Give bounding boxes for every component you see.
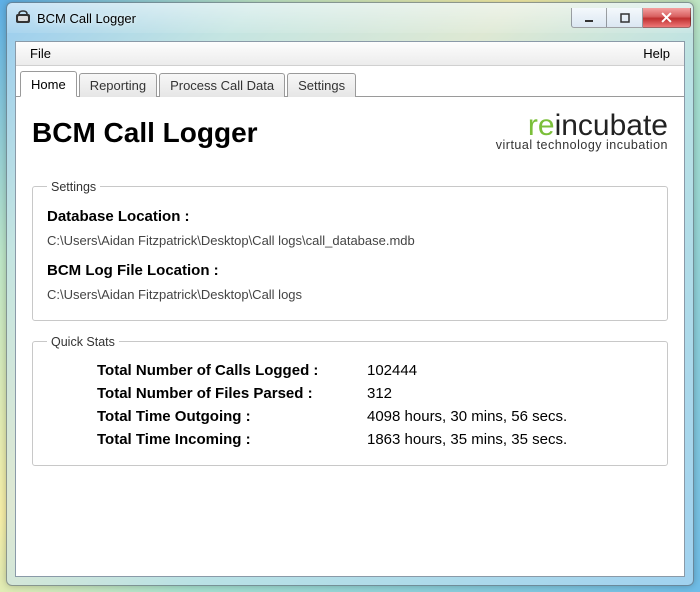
log-location-label: BCM Log File Location : [47, 262, 653, 279]
stat-label: Total Time Outgoing : [47, 408, 367, 425]
stat-row-time-outgoing: Total Time Outgoing : 4098 hours, 30 min… [47, 405, 653, 428]
titlebar[interactable]: BCM Call Logger [7, 3, 693, 33]
menu-bar: File Help [16, 42, 684, 66]
window-buttons [571, 8, 691, 28]
stat-row-files-parsed: Total Number of Files Parsed : 312 [47, 382, 653, 405]
stat-label: Total Number of Calls Logged : [47, 362, 367, 379]
page-title: BCM Call Logger [32, 117, 258, 149]
menu-file[interactable]: File [24, 44, 57, 63]
window-title: BCM Call Logger [37, 11, 136, 26]
brand-tagline: virtual technology incubation [496, 139, 668, 152]
stat-value: 312 [367, 385, 653, 402]
close-button[interactable] [643, 8, 691, 28]
db-location-label: Database Location : [47, 208, 653, 225]
stat-label: Total Time Incoming : [47, 431, 367, 448]
tab-process-call-data[interactable]: Process Call Data [159, 73, 285, 97]
app-icon [15, 10, 31, 26]
stat-row-time-incoming: Total Time Incoming : 1863 hours, 35 min… [47, 428, 653, 451]
tab-reporting[interactable]: Reporting [79, 73, 157, 97]
minimize-button[interactable] [571, 8, 607, 28]
quick-stats-group: Quick Stats Total Number of Calls Logged… [32, 335, 668, 466]
log-location-value: C:\Users\Aidan Fitzpatrick\Desktop\Call … [47, 287, 653, 302]
db-location-value: C:\Users\Aidan Fitzpatrick\Desktop\Call … [47, 233, 653, 248]
brand-logo: reincubate virtual technology incubation [496, 111, 668, 152]
client-area: File Help Home Reporting Process Call Da… [15, 41, 685, 577]
stat-value: 102444 [367, 362, 653, 379]
tab-content-home: BCM Call Logger reincubate virtual techn… [16, 97, 684, 576]
tab-strip: Home Reporting Process Call Data Setting… [16, 66, 684, 97]
app-window: BCM Call Logger File Help [6, 2, 694, 586]
desktop-background: BCM Call Logger File Help [0, 0, 700, 592]
tab-settings[interactable]: Settings [287, 73, 356, 97]
maximize-button[interactable] [607, 8, 643, 28]
stat-value: 1863 hours, 35 mins, 35 secs. [367, 431, 653, 448]
menu-help[interactable]: Help [637, 44, 676, 63]
quick-stats-legend: Quick Stats [47, 335, 119, 349]
stat-value: 4098 hours, 30 mins, 56 secs. [367, 408, 653, 425]
stat-row-calls-logged: Total Number of Calls Logged : 102444 [47, 359, 653, 382]
tab-home[interactable]: Home [20, 71, 77, 97]
settings-legend: Settings [47, 180, 100, 194]
settings-group: Settings Database Location : C:\Users\Ai… [32, 180, 668, 321]
stat-label: Total Number of Files Parsed : [47, 385, 367, 402]
